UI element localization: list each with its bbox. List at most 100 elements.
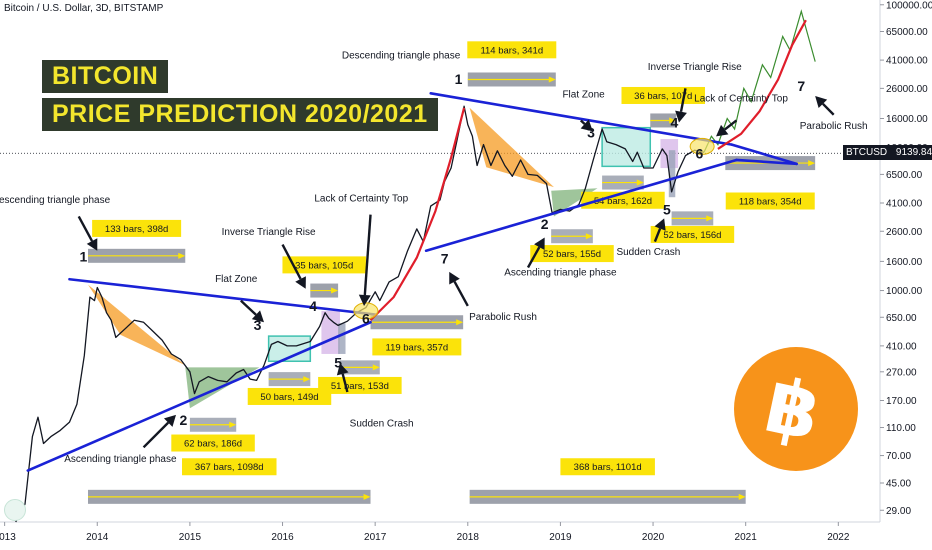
last-price-value: 9139.84 [895, 147, 932, 159]
range-label: 133 bars, 398d [105, 224, 168, 235]
annotation-arrow [526, 246, 541, 269]
x-tick-label: 2021 [735, 532, 758, 543]
annotation-arrow [281, 243, 302, 280]
x-tick-label: 2013 [0, 532, 16, 543]
annotation-arrow-head [675, 110, 687, 123]
range-arrow-head [331, 287, 339, 294]
x-tick-label: 2015 [179, 532, 202, 543]
y-tick-label: 6500.00 [886, 170, 923, 181]
phase-annotation: Parabolic Rush [800, 121, 868, 132]
range-label: 52 bars, 155d [543, 249, 601, 260]
last-price-tag: BTCUSD 9139.84 [843, 145, 932, 161]
phase-annotation: Descending triangle phase [342, 51, 461, 62]
range-label: 50 bars, 149d [260, 392, 318, 403]
range-label-box [171, 434, 255, 452]
y-tick-label: 2600.00 [886, 227, 923, 238]
annotation-arrow-head [815, 95, 828, 109]
y-tick-label: 410.00 [886, 341, 917, 352]
y-tick-label: 170.00 [886, 396, 917, 407]
phase-annotation: Flat Zone [215, 274, 258, 285]
phase-number: 2 [180, 412, 188, 428]
range-arrow-head [669, 117, 677, 124]
phase-annotation: Sudden Crash [350, 418, 414, 429]
y-tick-label: 1000.00 [886, 286, 923, 297]
phase-number: 6 [362, 310, 370, 326]
y-tick-label: 110.00 [886, 423, 916, 434]
phase-number: 7 [797, 78, 805, 94]
range-label-box [372, 338, 462, 356]
phase-annotation: Lack of Certainty Top [314, 193, 408, 204]
x-tick-label: 2022 [827, 532, 850, 543]
trendline [26, 320, 372, 472]
range-label-box [182, 458, 277, 476]
trendline [730, 143, 798, 166]
annotation-arrow-head [295, 276, 306, 289]
ticker-label: BTCUSD [846, 147, 888, 159]
price-axis-panel [880, 0, 932, 550]
range-arrow-head [738, 493, 746, 500]
phase-number: 4 [309, 298, 317, 314]
phase-number: 1 [79, 248, 87, 264]
bitcoin-logo-circle [734, 347, 858, 471]
annotation-arrow-head [336, 363, 349, 376]
uncertainty-ellipse [689, 137, 715, 155]
range-label: 51 bars, 153d [331, 381, 389, 392]
y-tick-label: 26000.00 [886, 84, 928, 95]
x-tick-label: 2014 [86, 532, 109, 543]
range-arrow-head [548, 76, 556, 83]
phase-annotation: Inverse Triangle Rise [222, 227, 316, 238]
chart-title-line2: PRICE PREDICTION 2020/2021 [42, 98, 438, 131]
annotation-arrow [77, 215, 94, 242]
range-label-box [530, 245, 614, 263]
range-label: 35 bars, 105d [295, 260, 353, 271]
trendline [735, 158, 798, 166]
range-label: 54 bars, 162d [594, 196, 652, 207]
symbol-header: Bitcoin / U.S. Dollar, 3D, BITSTAMP [4, 3, 164, 14]
bitcoin-logo-icon: ฿ [734, 347, 858, 471]
range-arrow-head [372, 364, 380, 371]
phase-number: 6 [695, 145, 703, 161]
phase-annotation: Ascending triangle phase [504, 268, 617, 279]
range-label: 368 bars, 1101d [574, 462, 642, 473]
zone-crash-bar [338, 323, 346, 354]
range-label: 62 bars, 186d [184, 439, 242, 450]
range-label: 118 bars, 354d [739, 196, 802, 207]
annotation-arrow [653, 228, 662, 243]
annotation-arrow [363, 214, 372, 296]
trendline [424, 158, 738, 253]
range-label-box [92, 219, 182, 237]
annotation-arrow-head [163, 414, 176, 427]
annotation-arrow [142, 421, 170, 449]
chart-title-line1: BITCOIN [42, 60, 169, 93]
annotation-arrow-head [654, 218, 666, 231]
range-arrow-head [229, 421, 237, 428]
y-tick-label: 29.00 [886, 506, 911, 517]
range-label-box [247, 387, 332, 405]
x-tick-label: 2019 [549, 532, 572, 543]
phase-number: 1 [455, 71, 463, 87]
range-label: 367 bars, 1098d [195, 462, 264, 473]
phase-number: 5 [334, 354, 342, 370]
range-arrow-head [636, 179, 644, 186]
annotation-arrow [453, 281, 469, 307]
annotation-arrow [341, 373, 349, 393]
x-tick-label: 2016 [271, 532, 294, 543]
parabolic-curve [717, 19, 807, 150]
range-label-box [725, 192, 815, 210]
y-tick-label: 650.00 [886, 313, 917, 324]
annotation-arrow [679, 88, 687, 112]
annotation-arrow [723, 119, 738, 131]
phase-number: 4 [670, 115, 678, 131]
tradingview-logo-icon[interactable] [4, 499, 26, 521]
annotation-arrow [240, 299, 257, 316]
annotation-arrow-head [251, 310, 264, 323]
range-label: 36 bars, 107d [634, 91, 692, 102]
annotation-arrow [579, 119, 586, 125]
range-arrow-head [178, 252, 186, 259]
phase-number: 7 [441, 250, 449, 266]
phase-number: 3 [254, 317, 262, 333]
zone-descending-triangle [88, 284, 186, 366]
y-tick-label: 65000.00 [886, 27, 928, 38]
phase-annotation: Parabolic Rush [469, 312, 537, 323]
